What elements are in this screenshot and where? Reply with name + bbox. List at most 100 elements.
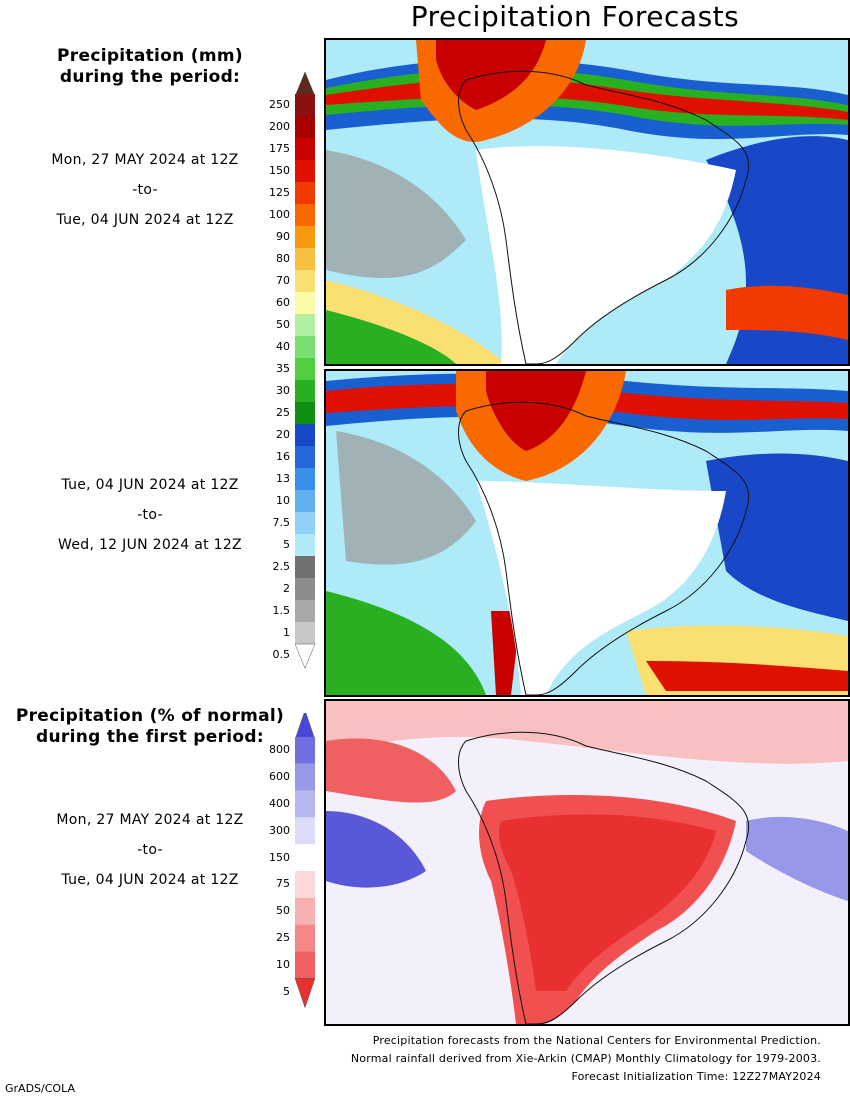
precip-scale-label: 35 bbox=[276, 362, 290, 375]
map-panel-period1 bbox=[324, 38, 850, 366]
precip-scale-label: 175 bbox=[269, 142, 290, 155]
precip-scale-label: 250 bbox=[269, 98, 290, 111]
precip-scale-label: 50 bbox=[276, 318, 290, 331]
normal-colorbar-graphic bbox=[294, 709, 316, 1009]
precip-scale-swatch-6 bbox=[295, 204, 315, 226]
precip-scale-swatch-1 bbox=[295, 94, 315, 116]
precip-scale-swatch-21 bbox=[295, 534, 315, 556]
normal-scale-swatch-4 bbox=[295, 817, 315, 845]
precip-scale-swatch-17 bbox=[295, 446, 315, 468]
precip-scale-label: 20 bbox=[276, 428, 290, 441]
normal-scale-label: 300 bbox=[269, 823, 290, 837]
normal-scale-label: 50 bbox=[276, 904, 290, 918]
precip-scale-label: 90 bbox=[276, 230, 290, 243]
precip-scale-label: 40 bbox=[276, 340, 290, 353]
period3-sep: -to- bbox=[137, 842, 163, 858]
precip-scale-label: 200 bbox=[269, 120, 290, 133]
precip-scale-label: 13 bbox=[276, 472, 290, 485]
precip-map-period2 bbox=[326, 371, 848, 695]
period3-start: Mon, 27 MAY 2024 at 12Z bbox=[56, 812, 244, 828]
precip-heading-line2: during the period: bbox=[59, 67, 241, 87]
period1-sep: -to- bbox=[132, 182, 158, 198]
footer-line3: Forecast Initialization Time: 12Z27MAY20… bbox=[571, 1070, 821, 1083]
normal-scale-swatch-3 bbox=[295, 790, 315, 818]
footer-line1: Precipitation forecasts from the Nationa… bbox=[372, 1034, 821, 1047]
precip-scale-label: 5 bbox=[283, 538, 290, 551]
precip-scale-swatch-23 bbox=[295, 578, 315, 600]
period2-end: Wed, 12 JUN 2024 at 12Z bbox=[58, 537, 242, 553]
normal-scale-swatch-1 bbox=[295, 737, 315, 764]
precip-scale-swatch-16 bbox=[295, 424, 315, 446]
normal-scale-swatch-0 bbox=[294, 709, 316, 740]
precip-scale-swatch-0 bbox=[294, 71, 316, 97]
precip-scale-swatch-10 bbox=[295, 292, 315, 314]
period1-end: Tue, 04 JUN 2024 at 12Z bbox=[56, 212, 234, 228]
footer-line2: Normal rainfall derived from Xie-Arkin (… bbox=[350, 1052, 821, 1065]
precip-scale-swatch-11 bbox=[295, 314, 315, 336]
grads-credit: GrADS/COLA bbox=[5, 1082, 75, 1095]
normal-heading-line1: Precipitation (% of normal) bbox=[15, 706, 285, 726]
precip-scale-label: 0.5 bbox=[272, 648, 291, 661]
precip-scale-label: 30 bbox=[276, 384, 290, 397]
precip-scale-label: 16 bbox=[276, 450, 290, 463]
page-title: Precipitation Forecasts bbox=[410, 0, 740, 33]
normal-scale-swatch-5 bbox=[295, 844, 315, 871]
precip-scale-label: 100 bbox=[269, 208, 290, 221]
precip-colorbar: 250 200 175 150 125 100 90 80 70 60 50 40 35 30 25 20 16… bbox=[250, 70, 320, 670]
precip-scale-label: 60 bbox=[276, 296, 290, 309]
precip-scale-label: 2 bbox=[283, 582, 290, 595]
precip-scale-swatch-13 bbox=[295, 358, 315, 380]
period1-start: Mon, 27 MAY 2024 at 12Z bbox=[51, 152, 239, 168]
precip-scale-label: 1.5 bbox=[272, 604, 291, 617]
normal-scale-swatch-8 bbox=[295, 924, 315, 952]
precip-map-period1 bbox=[326, 40, 848, 364]
precip-scale-label: 10 bbox=[276, 494, 290, 507]
precip-scale-swatch-26 bbox=[294, 643, 316, 669]
precip-scale-swatch-18 bbox=[295, 468, 315, 490]
precip-scale-swatch-4 bbox=[295, 160, 315, 182]
precip-scale-label: 125 bbox=[269, 186, 290, 199]
normal-scale-label: 800 bbox=[269, 743, 290, 757]
normal-scale-label: 25 bbox=[276, 931, 290, 944]
precip-heading-line1: Precipitation (mm) bbox=[57, 46, 243, 66]
precip-scale-swatch-20 bbox=[295, 512, 315, 534]
normal-scale-swatch-2 bbox=[295, 763, 315, 791]
precip-scale-label: 2.5 bbox=[272, 560, 291, 573]
normal-scale-swatch-7 bbox=[295, 897, 315, 925]
percent-normal-map bbox=[326, 701, 848, 1024]
precip-scale-label: 70 bbox=[276, 274, 290, 287]
period3-end: Tue, 04 JUN 2024 at 12Z bbox=[61, 872, 239, 888]
normal-scale-label: 10 bbox=[276, 957, 290, 971]
precip-scale-label: 80 bbox=[276, 252, 290, 265]
precip-scale-swatch-12 bbox=[295, 336, 315, 358]
precip-scale-swatch-15 bbox=[295, 402, 315, 424]
precip-scale-swatch-8 bbox=[295, 248, 315, 270]
period2-sep: -to- bbox=[137, 507, 163, 523]
precip-colorbar-graphic bbox=[294, 71, 316, 669]
footer-notes: Precipitation forecasts from the Nationa… bbox=[221, 1032, 821, 1086]
precip-scale-label: 7.5 bbox=[272, 516, 291, 529]
precip-scale-swatch-9 bbox=[295, 270, 315, 292]
period2-start: Tue, 04 JUN 2024 at 12Z bbox=[61, 477, 239, 493]
precip-scale-swatch-14 bbox=[295, 380, 315, 402]
normal-colorbar: 800 600 400 300 150 75 50 25 10 5 bbox=[250, 709, 320, 1013]
normal-scale-label: 5 bbox=[283, 984, 290, 998]
precip-scale-swatch-19 bbox=[295, 490, 315, 512]
normal-scale-swatch-10 bbox=[294, 977, 316, 1009]
precip-scale-label: 1 bbox=[283, 626, 290, 639]
precip-scale-label: 150 bbox=[269, 164, 290, 177]
precip-scale-swatch-25 bbox=[295, 622, 315, 644]
normal-scale-swatch-9 bbox=[295, 951, 315, 979]
precip-scale-swatch-2 bbox=[295, 116, 315, 138]
normal-scale-label: 75 bbox=[276, 877, 290, 891]
normal-scale-label: 150 bbox=[269, 850, 290, 864]
normal-scale-label: 400 bbox=[269, 797, 290, 810]
precip-scale-swatch-5 bbox=[295, 182, 315, 204]
precip-scale-swatch-3 bbox=[295, 138, 315, 160]
precip-scale-label: 25 bbox=[276, 406, 290, 419]
map-panel-period2 bbox=[324, 369, 850, 697]
precip-scale-swatch-7 bbox=[295, 226, 315, 248]
precip-scale-swatch-24 bbox=[295, 600, 315, 622]
precip-heading: Precipitation (mm) during the period: bbox=[20, 46, 280, 88]
normal-heading: Precipitation (% of normal) during the f… bbox=[10, 706, 290, 748]
